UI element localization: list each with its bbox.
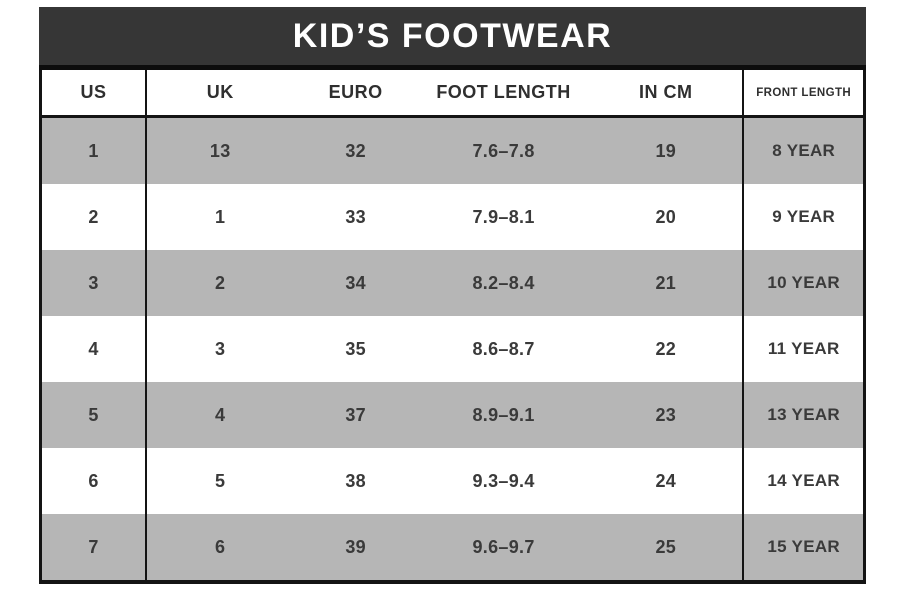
cell-us: 3 <box>40 250 147 316</box>
cell-in-cm: 24 <box>655 470 677 491</box>
chart-title-bar: KID’S FOOTWEAR <box>39 7 866 70</box>
cell-in-cm: 22 <box>655 338 677 359</box>
cell-front-length: 9 YEAR <box>742 184 865 250</box>
cell-us: 7 <box>40 514 147 582</box>
cell-front-length: 13 YEAR <box>742 382 865 448</box>
cell-euro: 38 <box>345 470 366 491</box>
table-row: 6 5 38 9.3–9.4 24 14 YEAR <box>40 448 865 514</box>
column-header-uk: UK <box>206 82 234 102</box>
cell-front-length: 11 YEAR <box>742 316 865 382</box>
column-header-foot-length: FOOT LENGTH <box>436 82 571 102</box>
cell-foot-length: 8.6–8.7 <box>472 338 535 359</box>
cell-us: 6 <box>40 448 147 514</box>
cell-us: 2 <box>40 184 147 250</box>
size-chart: KID’S FOOTWEAR US UK EURO FOOT LENGTH IN… <box>39 7 866 584</box>
cell-euro: 39 <box>345 536 366 557</box>
table-row: 7 6 39 9.6–9.7 25 15 YEAR <box>40 514 865 582</box>
table-row: 1 13 32 7.6–7.8 19 8 YEAR <box>40 116 865 184</box>
cell-euro: 34 <box>345 272 366 293</box>
column-header-euro: EURO <box>328 82 383 102</box>
table-row: 4 3 35 8.6–8.7 22 11 YEAR <box>40 316 865 382</box>
cell-euro: 32 <box>345 140 366 161</box>
cell-foot-length: 7.9–8.1 <box>472 206 535 227</box>
chart-title: KID’S FOOTWEAR <box>292 16 613 55</box>
cell-uk: 2 <box>215 272 226 293</box>
cell-in-cm: 23 <box>655 404 677 425</box>
column-header-in-cm: IN CM <box>639 82 693 102</box>
cell-in-cm: 25 <box>655 536 677 557</box>
cell-foot-length: 9.6–9.7 <box>472 536 535 557</box>
cell-euro: 35 <box>345 338 366 359</box>
table-body: 1 13 32 7.6–7.8 19 8 YEAR 2 1 33 7.9–8.1… <box>40 116 865 582</box>
cell-us: 4 <box>40 316 147 382</box>
cell-foot-length: 8.9–9.1 <box>472 404 535 425</box>
cell-front-length: 10 YEAR <box>742 250 865 316</box>
table-row: 3 2 34 8.2–8.4 21 10 YEAR <box>40 250 865 316</box>
cell-front-length: 14 YEAR <box>742 448 865 514</box>
cell-in-cm: 21 <box>655 272 677 293</box>
column-header-front-length: FRONT LENGTH <box>742 70 865 117</box>
table-row: 2 1 33 7.9–8.1 20 9 YEAR <box>40 184 865 250</box>
cell-uk: 4 <box>215 404 226 425</box>
cell-foot-length: 7.6–7.8 <box>472 140 535 161</box>
cell-uk: 6 <box>215 536 226 557</box>
cell-uk: 1 <box>215 206 226 227</box>
cell-foot-length: 9.3–9.4 <box>472 470 535 491</box>
cell-front-length: 8 YEAR <box>742 116 865 184</box>
size-table: US UK EURO FOOT LENGTH IN CM FRONT LENGT… <box>39 70 866 584</box>
cell-uk: 13 <box>209 140 231 161</box>
column-header-us: US <box>40 70 147 117</box>
table-header: US UK EURO FOOT LENGTH IN CM FRONT LENGT… <box>40 70 865 117</box>
header-row: US UK EURO FOOT LENGTH IN CM FRONT LENGT… <box>40 70 865 117</box>
cell-in-cm: 20 <box>655 206 677 227</box>
cell-euro: 37 <box>345 404 366 425</box>
cell-uk: 5 <box>215 470 226 491</box>
cell-front-length: 15 YEAR <box>742 514 865 582</box>
table-row: 5 4 37 8.9–9.1 23 13 YEAR <box>40 382 865 448</box>
cell-us: 5 <box>40 382 147 448</box>
cell-in-cm: 19 <box>655 140 677 161</box>
cell-euro: 33 <box>345 206 366 227</box>
cell-foot-length: 8.2–8.4 <box>472 272 535 293</box>
cell-us: 1 <box>40 116 147 184</box>
cell-uk: 3 <box>215 338 226 359</box>
